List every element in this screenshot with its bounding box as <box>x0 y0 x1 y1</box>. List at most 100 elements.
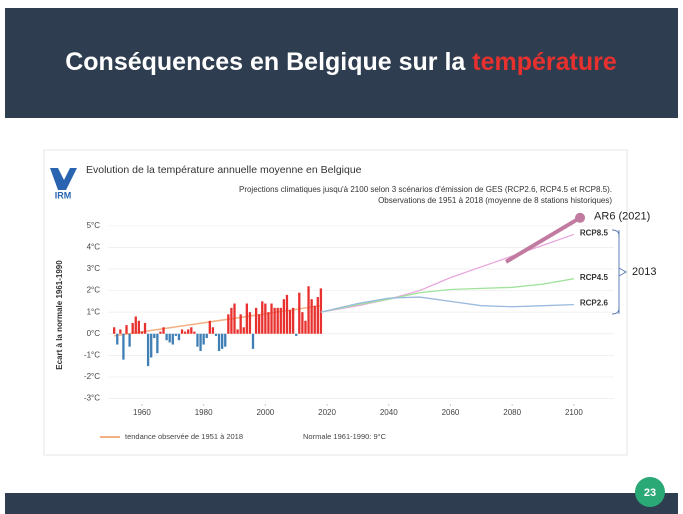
bar <box>227 314 230 334</box>
chart-title: Evolution de la température annuelle moy… <box>86 164 362 176</box>
ar6-label: AR6 (2021) <box>594 211 650 223</box>
bar <box>134 316 137 334</box>
line-label: RCP2.6 <box>580 299 609 308</box>
bracket-label: 2013 <box>632 266 656 278</box>
y-tick-label: -2°C <box>84 372 100 381</box>
projection-line <box>320 278 575 313</box>
bar <box>122 333 125 360</box>
y-tick-label: -3°C <box>84 394 100 403</box>
bar <box>190 327 193 334</box>
bar <box>168 333 171 343</box>
x-tick-label: 1980 <box>195 408 213 417</box>
bar <box>316 297 319 334</box>
projection-line <box>320 233 575 313</box>
ar6-dot <box>575 212 586 223</box>
bar <box>264 303 267 334</box>
bar <box>230 307 233 334</box>
bar <box>177 333 181 341</box>
bar <box>180 329 184 334</box>
y-tick-label: 1°C <box>87 307 101 316</box>
bar <box>187 329 190 334</box>
bar <box>319 288 323 334</box>
slide-title: Conséquences en Belgique sur la températ… <box>65 48 617 76</box>
bar <box>171 333 174 345</box>
y-tick-label: -1°C <box>84 350 100 359</box>
bar <box>221 333 224 349</box>
bar <box>208 320 211 334</box>
bar <box>288 310 292 334</box>
bar <box>131 322 134 334</box>
footer-band <box>5 493 678 514</box>
bar <box>291 307 295 334</box>
bar <box>162 327 165 334</box>
bar <box>119 329 122 334</box>
bar <box>254 307 258 334</box>
x-tick-label: 2060 <box>442 408 460 417</box>
x-tick-label: 2080 <box>503 408 521 417</box>
logo-mark <box>50 168 77 190</box>
bar <box>245 303 248 334</box>
ar6-line <box>504 216 582 264</box>
bar <box>313 305 316 334</box>
y-tick-label: 4°C <box>87 242 101 251</box>
bar <box>183 331 187 334</box>
bar <box>199 333 202 352</box>
slide-number-badge <box>635 477 665 507</box>
bar <box>113 327 116 334</box>
bar <box>251 333 255 349</box>
x-tick-label: 2100 <box>565 408 583 417</box>
bar <box>267 312 270 334</box>
chart-subtitle: Observations de 1951 à 2018 (moyenne de … <box>378 196 612 205</box>
bar <box>116 333 119 345</box>
bar <box>233 303 236 334</box>
y-tick-label: 5°C <box>87 221 101 230</box>
title-main: Conséquences en Belgique sur la <box>65 48 472 76</box>
bar <box>304 320 307 334</box>
bar <box>205 333 208 339</box>
title-highlight: température <box>472 48 617 76</box>
bar <box>273 307 276 334</box>
bar <box>125 325 128 334</box>
bar <box>217 333 221 352</box>
bar <box>143 322 147 334</box>
bar <box>174 333 178 336</box>
bar <box>276 307 279 334</box>
bar <box>301 312 304 334</box>
bar <box>298 292 301 334</box>
y-axis-label: Ecart à la normale 1961-1990 <box>55 260 64 370</box>
bar <box>295 333 298 336</box>
bar <box>211 327 215 334</box>
bar <box>128 333 131 347</box>
x-tick-label: 2000 <box>256 408 274 417</box>
y-tick-label: 0°C <box>87 329 101 338</box>
slide-number: 23 <box>644 487 656 499</box>
bar <box>248 312 252 334</box>
bar <box>279 307 282 334</box>
header-band <box>5 8 678 118</box>
bar <box>150 333 153 358</box>
y-tick-label: 2°C <box>87 286 101 295</box>
bar <box>146 333 150 367</box>
bar <box>156 333 159 354</box>
bar <box>196 333 199 347</box>
bracket-curl <box>611 229 628 315</box>
bar <box>224 333 227 347</box>
x-tick-label: 1960 <box>133 408 151 417</box>
y-tick-label: 3°C <box>87 264 101 273</box>
x-tick-label: 2020 <box>318 408 336 417</box>
bar <box>153 333 156 339</box>
chart-frame <box>43 149 628 456</box>
logo-text: IRM <box>55 190 72 200</box>
bar <box>165 333 168 341</box>
bar <box>285 294 289 334</box>
bar <box>140 331 144 334</box>
bar <box>307 286 310 334</box>
bar <box>242 327 245 334</box>
bar <box>159 331 162 334</box>
bar <box>258 314 261 334</box>
bar <box>282 299 286 334</box>
legend-label: tendance observée de 1951 à 2018 <box>125 432 243 441</box>
bar <box>137 320 141 334</box>
bar <box>270 303 273 334</box>
